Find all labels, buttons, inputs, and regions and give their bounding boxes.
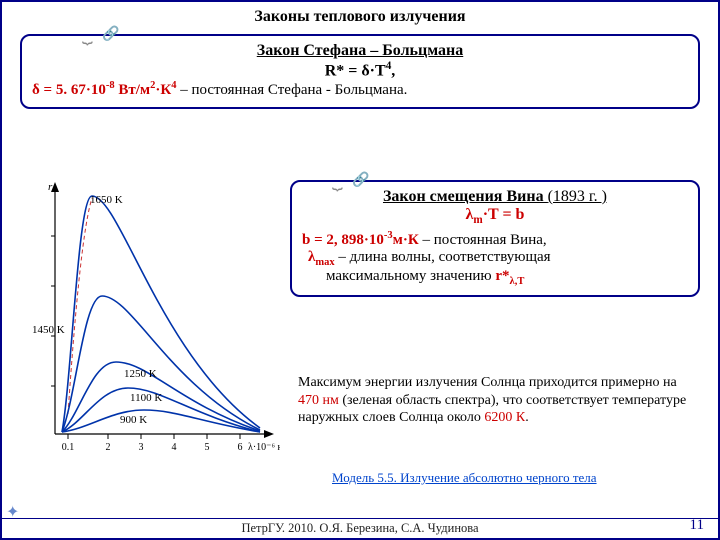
sb-formula-main: R* = δ·T (325, 62, 386, 79)
wien-line2: λmax – длина волны, соответствующая (308, 249, 688, 268)
wien-l2sub: max (315, 257, 334, 268)
sb-const-tail: – постоянная Стефана - Больцмана. (177, 82, 408, 98)
svg-text:r: r (48, 181, 53, 193)
brace-decor: ⏟ (82, 24, 93, 45)
page-number: 11 (690, 517, 704, 534)
para-v2: 6200 К (484, 410, 525, 425)
wien-c-pre: b = 2, 898·10 (302, 232, 384, 248)
svg-text:4: 4 (172, 442, 177, 453)
para-t3: . (525, 410, 529, 425)
spectrum-chart: 0.1 2 3 4 5 6 r λ·10⁻⁶ нм 1650 K 1450 K … (20, 176, 280, 456)
sb-const-val: δ = 5. 67·10-8 Вт/м2·К4 (32, 82, 177, 98)
wien-heading-a: Закон смещения Вина (383, 188, 548, 205)
svg-text:5: 5 (205, 442, 210, 453)
sb-const-u1: Вт/м (115, 82, 151, 98)
wien-heading-b: (1893 г. ) (548, 188, 607, 205)
wien-l3b: r* (495, 268, 509, 284)
svg-text:3: 3 (139, 442, 144, 453)
wien-l2b: – длина волны, соответствующая (335, 249, 551, 265)
wien-line3: максимальному значению r*λ,T (326, 268, 688, 287)
wien-f-sub: m (473, 214, 482, 226)
sb-formula: R* = δ·T4, (32, 60, 688, 80)
wien-c-exp: -3 (384, 230, 393, 241)
wien-l3a: максимальному значению (326, 268, 495, 284)
wien-heading: Закон смещения Вина (1893 г. ) (302, 188, 688, 206)
svg-text:0.1: 0.1 (62, 442, 75, 453)
sb-const-u2: ·К (155, 82, 171, 98)
stefan-boltzmann-box: ⏟ 🔗 Закон Стефана – Больцмана R* = δ·T4,… (20, 34, 700, 109)
clip-icon-2: 🔗 (352, 172, 370, 190)
wien-box: ⏟ 🔗 Закон смещения Вина (1893 г. ) λm·T … (290, 180, 700, 297)
wien-formula: λm·T = b (302, 206, 688, 226)
svg-text:2: 2 (106, 442, 111, 453)
curve-label-1650: 1650 K (90, 194, 123, 206)
sb-const-pre: δ = 5. 67·10 (32, 82, 106, 98)
sb-constant: δ = 5. 67·10-8 Вт/м2·К4 – постоянная Сте… (32, 80, 688, 99)
curve-label-1250: 1250 K (124, 368, 157, 380)
svg-text:6: 6 (238, 442, 243, 453)
chart-svg: 0.1 2 3 4 5 6 r λ·10⁻⁶ нм (20, 176, 280, 456)
footer: ПетрГУ. 2010. О.Я. Березина, С.А. Чудино… (2, 518, 718, 536)
wien-c-units: м·К (393, 232, 419, 248)
clip-icon: 🔗 (102, 26, 120, 44)
model-link[interactable]: Модель 5.5. Излучение абсолютно черного … (332, 470, 597, 486)
sb-heading: Закон Стефана – Больцмана (32, 42, 688, 60)
para-v1: 470 нм (298, 393, 339, 408)
curve-label-1100: 1100 K (130, 392, 162, 404)
wien-const: b = 2, 898·10-3м·К – постоянная Вина, (302, 230, 688, 249)
wien-f-b: ·T = b (483, 206, 525, 223)
sb-formula-tail: , (391, 62, 395, 79)
curve-label-900: 900 K (120, 414, 147, 426)
curve-label-1450: 1450 K (32, 324, 65, 336)
sb-const-e1: -8 (106, 80, 115, 91)
sun-paragraph: Максимум энергии излучения Солнца приход… (298, 374, 694, 427)
wien-l3sub: λ,T (510, 276, 525, 287)
brace-decor-2: ⏟ (332, 170, 343, 191)
para-t1: Максимум энергии излучения Солнца приход… (298, 375, 677, 390)
wien-c-tail: – постоянная Вина, (419, 232, 547, 248)
svg-text:λ·10⁻⁶ нм: λ·10⁻⁶ нм (248, 442, 280, 453)
